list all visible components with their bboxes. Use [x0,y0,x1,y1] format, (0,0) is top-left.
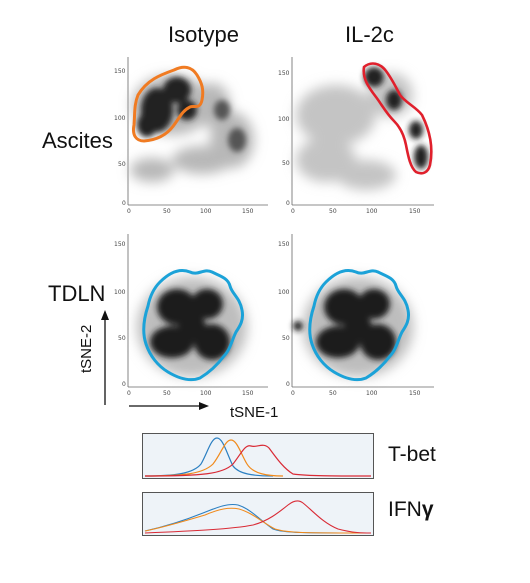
svg-text:150: 150 [409,208,421,215]
histogram-label-ifng-symbol: γ [421,498,434,521]
tsne-plot-tdln-il2c: 150 100 50 0 0 50 100 150 [278,234,434,397]
svg-text:150: 150 [278,241,290,248]
row-title-ascites: Ascites [42,128,113,153]
svg-text:50: 50 [329,390,337,397]
svg-text:150: 150 [114,241,126,248]
svg-text:100: 100 [278,116,290,123]
tsne-axis-arrows [101,310,209,410]
svg-text:100: 100 [200,208,212,215]
x-axis-label: tSNE-1 [230,404,279,421]
svg-text:150: 150 [114,68,126,75]
svg-text:0: 0 [291,208,295,215]
svg-text:100: 100 [278,289,290,296]
svg-text:150: 150 [242,208,254,215]
row-title-tdln: TDLN [48,281,106,306]
svg-text:50: 50 [282,335,290,342]
svg-text:100: 100 [366,390,378,397]
svg-text:100: 100 [366,208,378,215]
histogram-label-tbet: T-bet [388,443,436,466]
column-title-isotype: Isotype [168,22,239,47]
svg-text:50: 50 [329,208,337,215]
svg-text:0: 0 [122,381,126,388]
histogram-ifng [142,492,374,536]
histogram-label-ifng-text: IFN [388,498,422,521]
svg-text:150: 150 [278,70,290,77]
svg-text:150: 150 [242,390,254,397]
svg-text:0: 0 [286,381,290,388]
tsne-plot-ascites-il2c: 150 100 50 0 0 50 100 150 [278,57,434,215]
column-title-il2c: IL-2c [345,22,394,47]
svg-text:0: 0 [127,208,131,215]
histogram-label-ifng: IFNγ [388,498,434,522]
svg-text:100: 100 [114,289,126,296]
histogram-tbet [142,433,374,479]
svg-text:150: 150 [409,390,421,397]
svg-text:0: 0 [122,200,126,207]
svg-text:0: 0 [291,390,295,397]
svg-text:50: 50 [118,335,126,342]
svg-text:100: 100 [200,390,212,397]
svg-text:50: 50 [282,160,290,167]
svg-text:100: 100 [114,115,126,122]
svg-text:0: 0 [127,390,131,397]
tsne-plot-tdln-isotype: 150 100 50 0 0 50 100 150 [114,234,268,397]
tsne-plot-ascites-isotype: 150 100 50 0 0 50 100 150 [114,57,268,215]
svg-text:50: 50 [163,390,171,397]
svg-text:0: 0 [286,200,290,207]
svg-text:50: 50 [163,208,171,215]
svg-text:50: 50 [118,161,126,168]
y-axis-label: tSNE-2 [78,324,95,373]
